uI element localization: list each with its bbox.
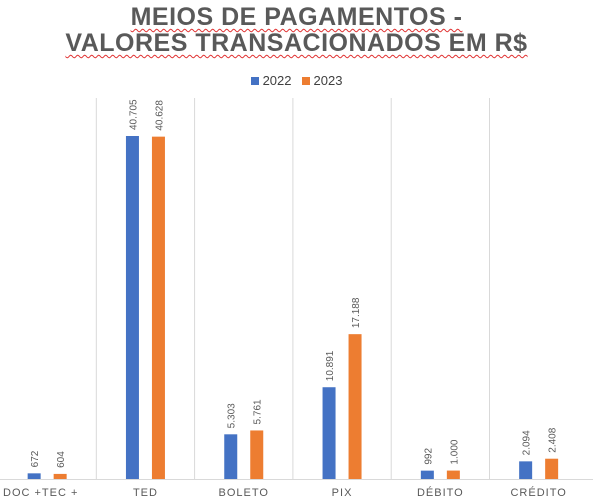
legend-swatch-2022	[250, 76, 259, 85]
legend: 2022 2023	[0, 73, 593, 88]
bar-2023-4	[446, 470, 460, 479]
data-label-2023-5: 2.408	[548, 427, 559, 452]
category-label-5: CRÉDITO	[510, 486, 566, 499]
data-label-2023-0: 604	[56, 451, 67, 468]
bar-2022-2	[224, 434, 238, 479]
bar-2022-3	[322, 387, 336, 479]
data-label-2023-1: 40.628	[154, 100, 165, 131]
category-label-2: BOLETO	[219, 487, 269, 499]
chart-title-line2: VALORES TRANSACIONADOS EM R$	[65, 29, 528, 57]
bar-2023-1	[151, 136, 165, 479]
chart-title-line1: MEIOS DE PAGAMENTOS -	[130, 3, 463, 31]
data-label-2022-2: 5.303	[227, 403, 238, 428]
bar-2022-5	[519, 461, 533, 479]
bar-2022-0	[27, 473, 41, 479]
data-label-2022-5: 2.094	[522, 430, 533, 455]
legend-entry-2023: 2023	[301, 73, 343, 88]
data-label-2022-1: 40.705	[128, 99, 139, 130]
legend-label-2022: 2022	[262, 73, 292, 88]
category-label-3: PIX	[332, 487, 353, 499]
bar-2023-5	[545, 458, 559, 479]
data-label-2022-4: 992	[423, 448, 434, 465]
bar-2023-3	[348, 334, 362, 479]
bar-2022-1	[125, 136, 139, 479]
data-label-2022-3: 10.891	[325, 350, 336, 381]
bar-2022-4	[420, 470, 434, 479]
data-label-2023-4: 1.000	[449, 439, 460, 464]
bar-2023-2	[250, 430, 264, 479]
category-label-0: DOC +TEC +	[3, 487, 78, 499]
legend-swatch-2023	[301, 76, 310, 85]
data-label-2023-3: 17.188	[351, 297, 362, 328]
data-label-2022-0: 672	[30, 450, 41, 467]
legend-entry-2022: 2022	[250, 73, 292, 88]
bar-2023-0	[53, 473, 67, 479]
category-label-4: DÉBITO	[417, 486, 464, 499]
data-label-2023-2: 5.761	[253, 399, 264, 424]
category-label-1: TED	[133, 487, 158, 499]
legend-label-2023: 2023	[313, 73, 343, 88]
